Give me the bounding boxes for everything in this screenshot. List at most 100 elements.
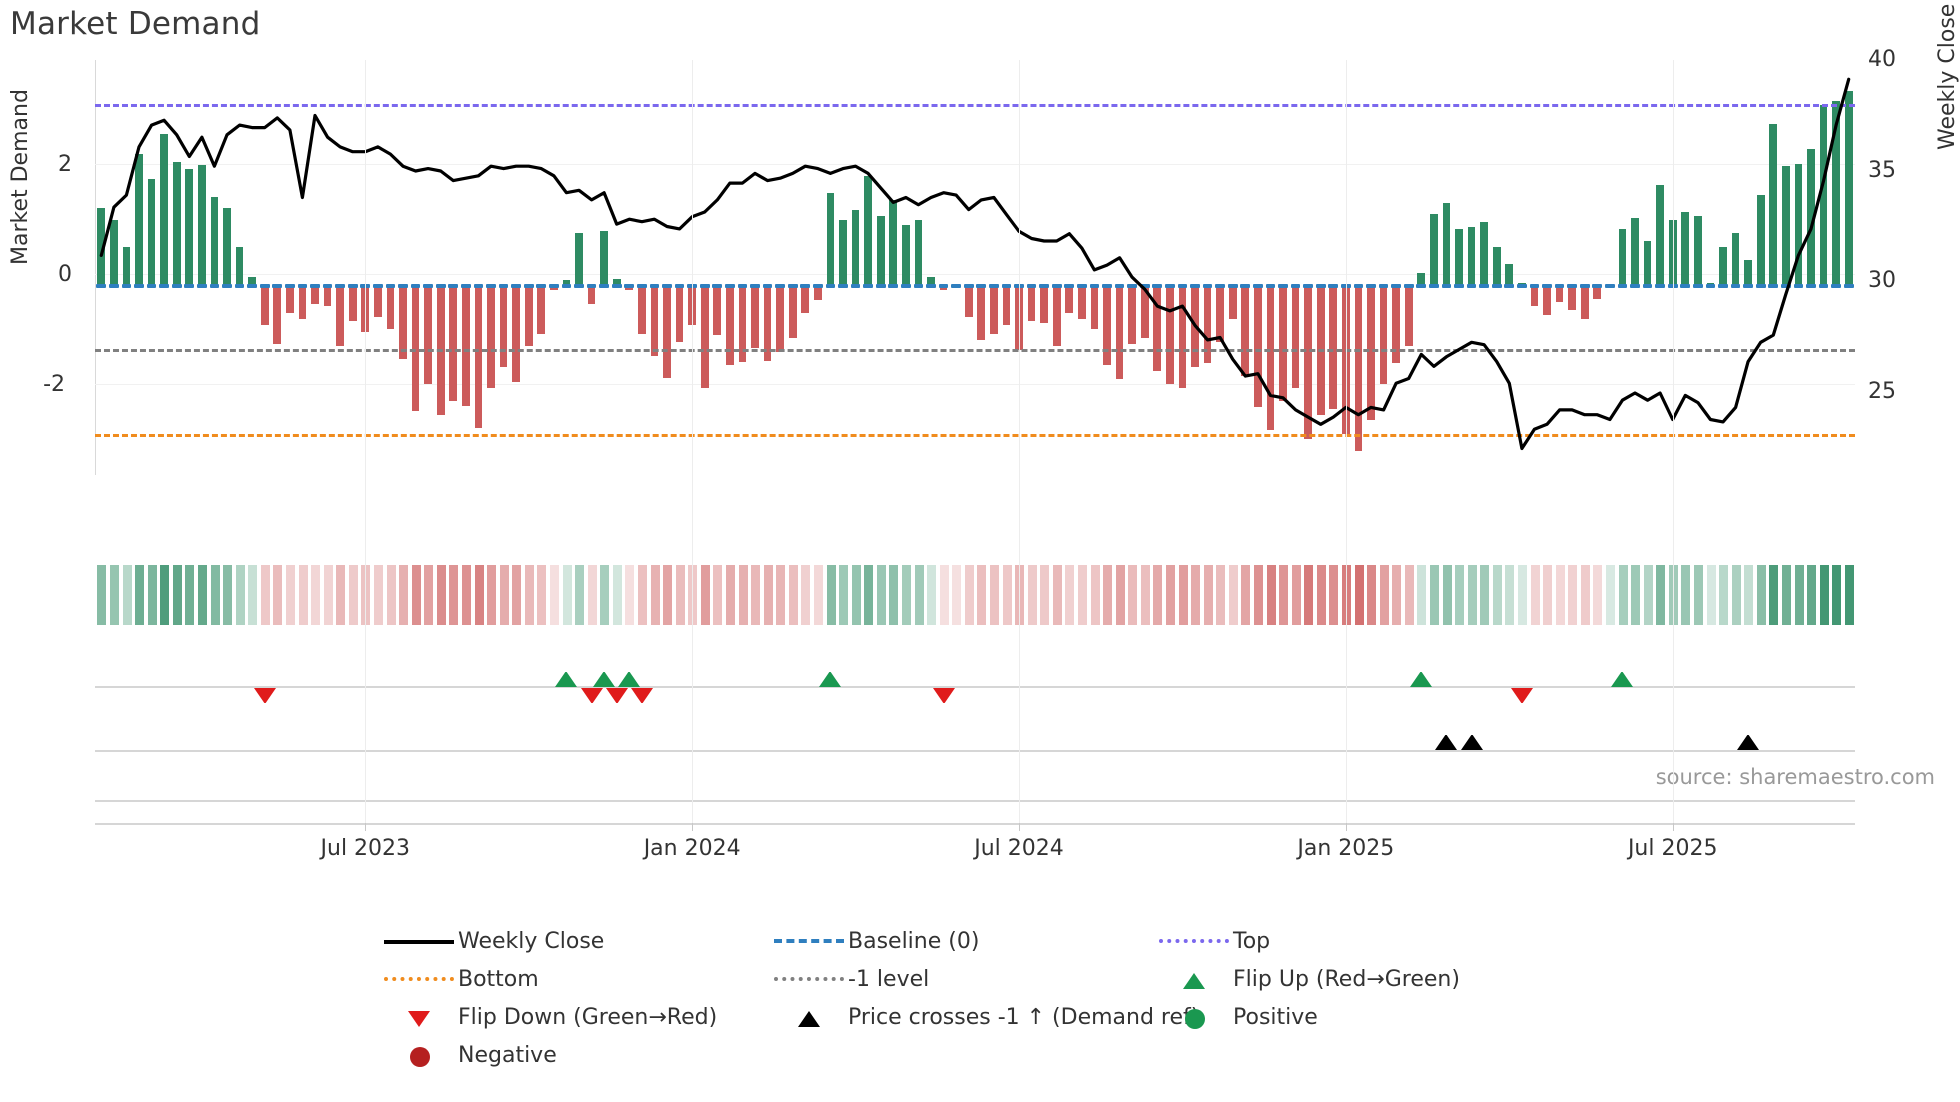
legend-item[interactable]: Top bbox=[1155, 928, 1270, 954]
y-tick-right-2: 30 bbox=[1868, 268, 1896, 293]
demand-bar bbox=[1329, 286, 1338, 409]
legend-label: Top bbox=[1233, 928, 1271, 954]
baseline-tick bbox=[1680, 284, 1691, 289]
bottom-level-line bbox=[95, 434, 1855, 438]
demand-bar bbox=[1128, 286, 1137, 345]
baseline-tick bbox=[762, 284, 773, 289]
demand-bar bbox=[1266, 286, 1275, 430]
baseline-tick bbox=[1252, 284, 1263, 289]
demand-bar bbox=[776, 286, 785, 353]
heatmap-cell bbox=[1367, 565, 1377, 625]
demand-bar bbox=[1228, 286, 1237, 320]
heatmap-cell bbox=[939, 565, 949, 625]
baseline-tick bbox=[410, 284, 421, 289]
baseline-tick bbox=[310, 284, 320, 289]
legend-item[interactable]: Flip Up (Red→Green) bbox=[1155, 966, 1460, 992]
baseline-tick bbox=[234, 284, 245, 289]
heatmap-cell bbox=[1128, 565, 1138, 625]
heatmap-cell bbox=[1744, 565, 1754, 625]
x-tick-mark bbox=[1345, 823, 1347, 831]
triangle-down-icon bbox=[408, 1011, 430, 1027]
demand-bar bbox=[1279, 286, 1287, 401]
heatmap-cell bbox=[1002, 565, 1012, 625]
heatmap-cell bbox=[1693, 565, 1703, 625]
baseline-tick bbox=[1655, 284, 1666, 289]
legend-item[interactable]: Price crosses -1 ↑ (Demand ref) bbox=[770, 1004, 1199, 1030]
baseline-tick bbox=[1089, 284, 1100, 289]
legend-item[interactable]: Positive bbox=[1155, 1004, 1318, 1030]
flip-down-marker-clip bbox=[605, 688, 629, 703]
demand-bar bbox=[1681, 212, 1690, 287]
heatmap-cell bbox=[1279, 565, 1289, 625]
baseline-tick bbox=[838, 284, 848, 289]
heatmap-cell bbox=[223, 565, 233, 625]
x-gridline bbox=[1345, 60, 1347, 823]
demand-bar bbox=[1543, 286, 1551, 315]
x-tick-label: Jan 2024 bbox=[643, 836, 741, 861]
heatmap-cell bbox=[248, 565, 258, 625]
baseline-tick bbox=[1265, 284, 1276, 289]
baseline-tick bbox=[360, 284, 371, 289]
demand-bar bbox=[1090, 286, 1099, 330]
baseline-tick bbox=[1303, 284, 1314, 289]
legend-item[interactable]: Flip Down (Green→Red) bbox=[380, 1004, 717, 1030]
flip-up-marker bbox=[819, 672, 842, 687]
baseline-tick bbox=[1353, 284, 1364, 289]
price-path bbox=[99, 77, 1851, 451]
heatmap-cell bbox=[1052, 565, 1062, 625]
heatmap-cell bbox=[851, 565, 861, 625]
baseline-tick bbox=[1730, 284, 1741, 289]
baseline-tick bbox=[863, 284, 874, 289]
x-tick-mark bbox=[365, 823, 367, 831]
demand-bar bbox=[524, 286, 533, 347]
heatmap-cell bbox=[1354, 565, 1364, 625]
baseline-tick bbox=[1642, 284, 1653, 289]
demand-bar bbox=[1744, 259, 1753, 287]
demand-bar bbox=[1065, 286, 1074, 313]
baseline-tick bbox=[184, 284, 195, 289]
baseline-tick bbox=[1542, 284, 1552, 289]
triangle-up-icon bbox=[1183, 973, 1205, 989]
demand-bar bbox=[700, 286, 709, 389]
y-axis-label-left: Market Demand bbox=[8, 89, 33, 265]
price-cross-marker-clip bbox=[1434, 735, 1458, 750]
legend-item[interactable]: Baseline (0) bbox=[770, 928, 979, 954]
baseline-tick bbox=[951, 284, 962, 289]
heatmap-cell bbox=[788, 565, 798, 625]
baseline-tick bbox=[322, 284, 333, 289]
demand-bar bbox=[826, 193, 835, 287]
legend-item[interactable]: -1 level bbox=[770, 966, 929, 992]
baseline-tick bbox=[1114, 284, 1125, 289]
legend-item[interactable]: Weekly Close bbox=[380, 928, 604, 954]
baseline-tick bbox=[888, 284, 899, 289]
heatmap-cell bbox=[1543, 565, 1553, 625]
heatmap-cell bbox=[122, 565, 132, 625]
demand-bar bbox=[1027, 286, 1036, 321]
baseline-tick bbox=[1454, 284, 1464, 289]
heatmap-cell bbox=[1605, 565, 1615, 625]
demand-bar bbox=[1153, 286, 1162, 372]
heatmap-cell bbox=[1304, 565, 1314, 625]
demand-bar bbox=[1480, 222, 1489, 287]
baseline-tick bbox=[1554, 284, 1565, 289]
legend-item[interactable]: Bottom bbox=[380, 966, 539, 992]
demand-bar bbox=[1693, 215, 1702, 287]
flip-up-marker bbox=[1410, 672, 1433, 687]
demand-bar bbox=[97, 207, 106, 287]
baseline-tick bbox=[1441, 284, 1452, 289]
baseline-tick bbox=[988, 284, 999, 289]
demand-bar bbox=[336, 286, 345, 347]
demand-bar bbox=[109, 220, 118, 287]
demand-bar bbox=[1467, 226, 1476, 287]
demand-bar bbox=[788, 286, 797, 338]
legend-label: Positive bbox=[1233, 1004, 1318, 1030]
demand-bar bbox=[1807, 149, 1815, 287]
baseline-tick bbox=[1315, 284, 1326, 289]
legend-item[interactable]: Negative bbox=[380, 1042, 557, 1068]
heatmap-cell bbox=[449, 565, 459, 625]
baseline-tick bbox=[775, 284, 786, 289]
heatmap-cell bbox=[612, 565, 622, 625]
flip-down-marker-clip bbox=[630, 688, 654, 703]
demand-bar bbox=[851, 209, 860, 287]
demand-bar bbox=[1115, 286, 1124, 380]
